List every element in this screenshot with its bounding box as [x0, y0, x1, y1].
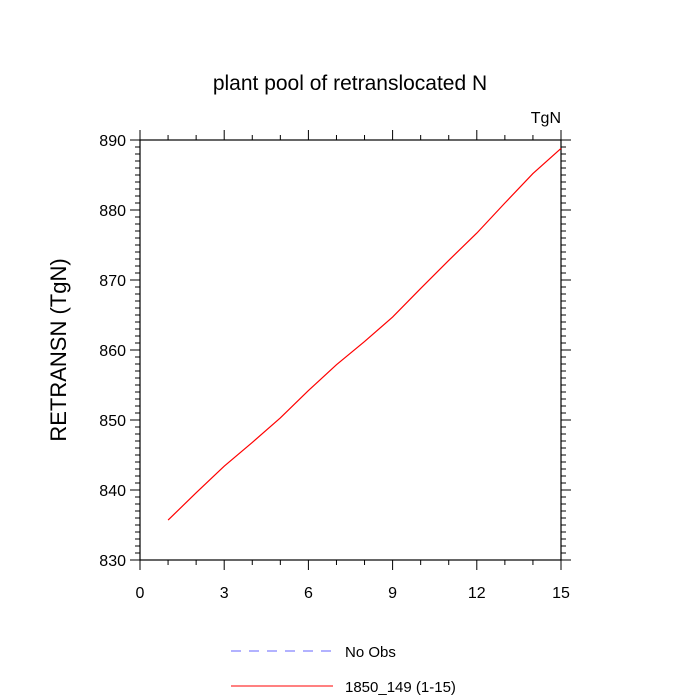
legend-label: No Obs — [345, 644, 396, 661]
chart-title: plant pool of retranslocated N — [213, 72, 487, 95]
x-tick-label: 9 — [388, 585, 397, 602]
y-tick-label: 870 — [99, 273, 126, 290]
y-tick-label: 830 — [99, 553, 126, 570]
y-tick-label: 840 — [99, 483, 126, 500]
x-tick-label: 6 — [304, 585, 313, 602]
legend-label: 1850_149 (1-15) — [345, 679, 456, 696]
x-tick-label: 0 — [136, 585, 145, 602]
y-tick-label: 890 — [99, 133, 126, 150]
y-tick-label: 850 — [99, 413, 126, 430]
series-line — [167, 147, 562, 521]
plot-marks — [167, 147, 562, 521]
x-tick-label: 12 — [468, 585, 486, 602]
units-label: TgN — [531, 110, 561, 127]
plot-frame — [139, 139, 562, 561]
y-axis-label: RETRANSN (TgN) — [46, 258, 71, 441]
x-tick-label: 15 — [552, 585, 570, 602]
legend: No Obs 1850_149 (1-15) — [231, 644, 456, 696]
y-tick-label: 860 — [99, 343, 126, 360]
x-tick-label: 3 — [220, 585, 229, 602]
axes: 830 840 850 860 870 880 890 0 3 6 9 12 15 — [99, 130, 571, 602]
y-tick-label: 880 — [99, 203, 126, 220]
